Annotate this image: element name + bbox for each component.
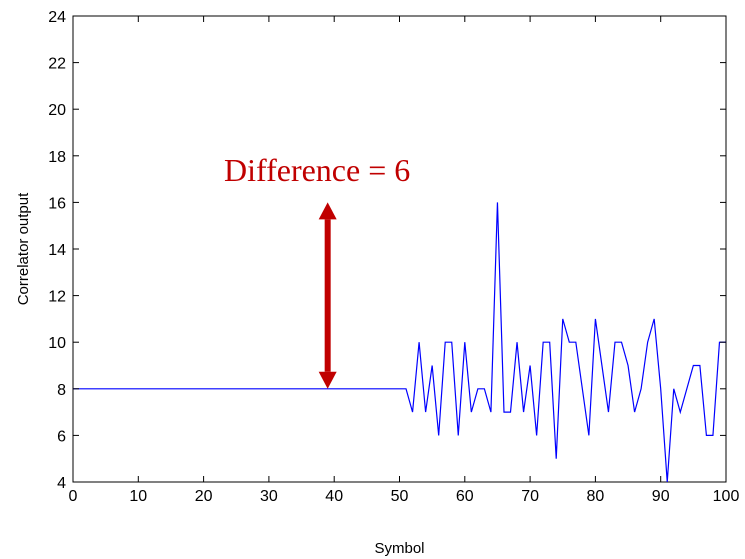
x-tick-label: 80: [587, 488, 605, 505]
y-tick-label: 24: [48, 9, 66, 26]
y-tick-label: 18: [48, 149, 66, 166]
x-tick-label: 40: [325, 488, 343, 505]
y-tick-label: 16: [48, 195, 66, 212]
x-tick-label: 60: [456, 488, 474, 505]
y-tick-label: 20: [48, 102, 66, 119]
y-tick-label: 12: [48, 289, 66, 306]
difference-arrow-head-top: [318, 202, 337, 220]
y-tick-label: 10: [48, 335, 66, 352]
x-tick-label: 70: [521, 488, 539, 505]
x-tick-label: 20: [195, 488, 213, 505]
x-tick-label: 90: [652, 488, 670, 505]
x-tick-label: 10: [129, 488, 147, 505]
difference-label: Difference = 6: [224, 152, 410, 188]
x-axis-title: Symbol: [374, 540, 424, 557]
plot-frame: [72, 15, 727, 483]
x-tick-label: 100: [713, 488, 740, 505]
x-ticks: 0 10 20 30 40 50 60 70 80 90 100: [69, 16, 740, 505]
y-ticks: 4 6 8 10 12 14 16 18 20 22 24: [48, 9, 726, 492]
annotation: Difference = 6: [224, 152, 410, 389]
difference-arrow-head-bottom: [318, 371, 337, 389]
y-axis-title: Correlator output: [15, 192, 32, 305]
y-tick-label: 22: [48, 56, 66, 73]
x-tick-label: 0: [69, 488, 78, 505]
series-line: [73, 202, 726, 483]
plot-area: [72, 15, 727, 483]
y-tick-label: 4: [57, 475, 66, 492]
x-tick-label: 30: [260, 488, 278, 505]
y-tick-label: 6: [57, 428, 66, 445]
x-tick-label: 50: [391, 488, 409, 505]
y-tick-label: 14: [48, 242, 66, 259]
y-tick-label: 8: [57, 382, 66, 399]
